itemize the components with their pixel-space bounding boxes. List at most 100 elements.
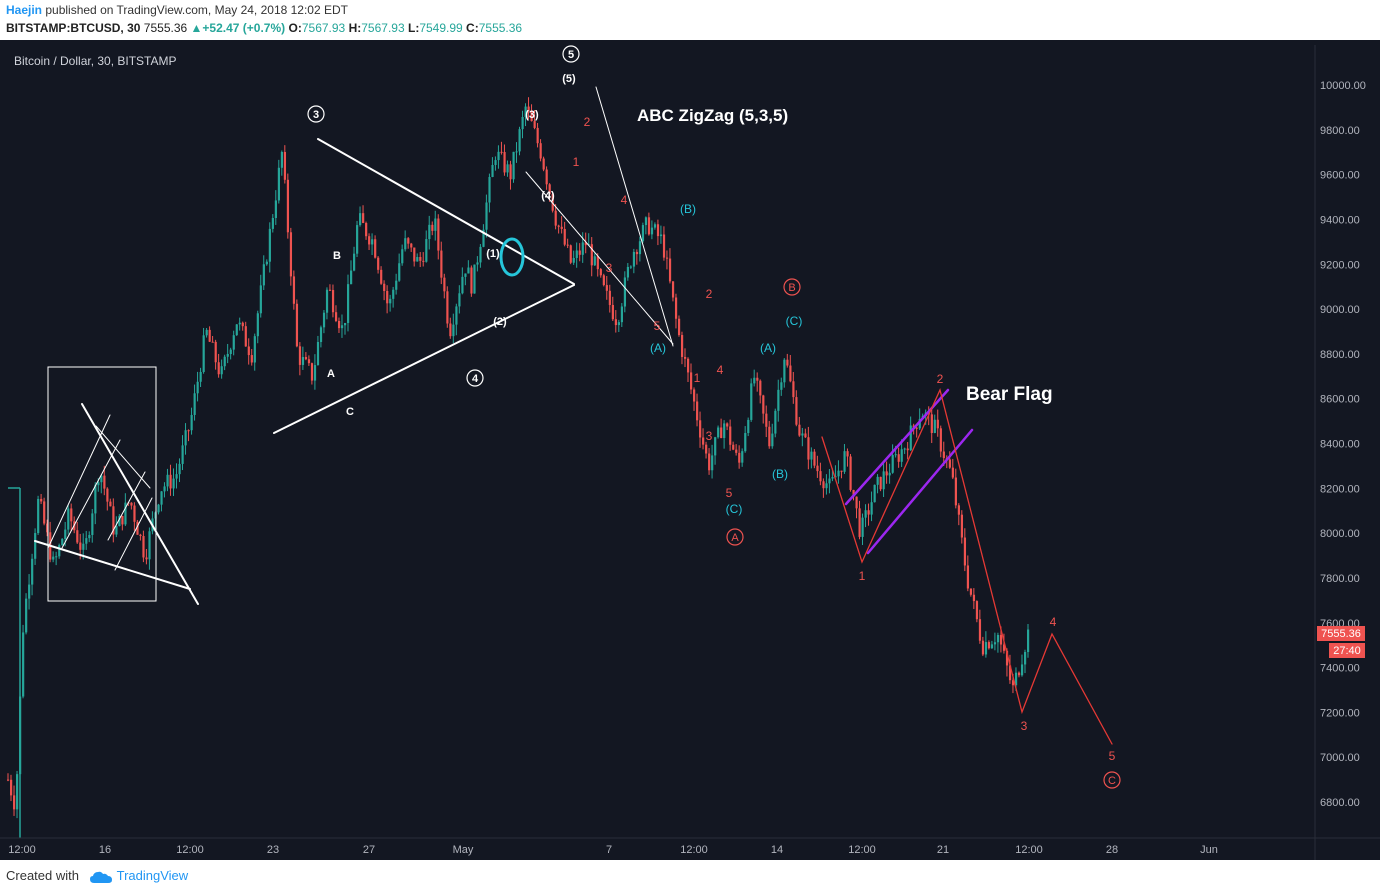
y-tick-label: 10000.00 [1320, 80, 1366, 92]
candle-body [876, 476, 879, 485]
candle-body [653, 224, 657, 228]
wave-label: B [333, 250, 341, 262]
candle-body [909, 425, 912, 451]
candle-body [545, 169, 548, 185]
candle-body [383, 283, 386, 291]
candle-body [301, 357, 305, 365]
y-tick-label: 8200.00 [1320, 483, 1360, 495]
wave-label-red: 4 [717, 363, 724, 377]
candle-body [500, 151, 503, 153]
candle-body [515, 151, 518, 153]
author-link[interactable]: Haejin [6, 3, 43, 17]
candle-body [217, 362, 220, 375]
candle-body [319, 327, 323, 342]
candle-body [533, 121, 536, 128]
wave-label-red: 5 [654, 319, 661, 333]
candle-body [356, 225, 359, 254]
wave-circle-label-red: A [731, 532, 739, 544]
candle-body [771, 433, 774, 447]
candle-body [476, 262, 479, 265]
candle-body [509, 164, 512, 180]
candle-body [957, 505, 960, 515]
candle-body [413, 247, 416, 262]
candle-body [13, 795, 16, 810]
x-tick-label: 12:00 [1015, 844, 1043, 856]
candle-body [981, 640, 985, 655]
candle-body [813, 451, 816, 466]
candle-body [452, 324, 455, 337]
wave-label-cyan: (C) [726, 502, 743, 516]
candle-body [482, 229, 485, 247]
wave-label-red: 4 [1050, 615, 1057, 629]
candle-body [626, 266, 630, 278]
y-tick-label: 8000.00 [1320, 528, 1360, 540]
candle-body [849, 456, 852, 490]
candle-body [762, 395, 765, 414]
candle-body [238, 322, 241, 325]
candle-body [885, 471, 888, 476]
candle-body [389, 298, 392, 304]
candle-body [726, 423, 729, 427]
candle-body [942, 451, 945, 458]
candle-body [247, 346, 250, 356]
wave-circle-marker-red [783, 278, 801, 296]
diagonal-upper-line [595, 86, 674, 347]
candle-body [867, 510, 870, 515]
candle-body [557, 225, 560, 227]
candle-body [548, 184, 551, 195]
wave-label-cyan: (C) [786, 314, 803, 328]
low-label: L: [407, 21, 420, 35]
candle-body [112, 506, 115, 535]
tradingview-brand[interactable]: TradingView [116, 868, 189, 883]
candle-body [987, 642, 991, 649]
candle-body [1008, 665, 1012, 681]
candle-body [286, 179, 290, 233]
candle-body [350, 270, 353, 285]
wave-circle-marker [562, 45, 580, 63]
candle-body [148, 531, 151, 560]
candle-body [975, 601, 979, 620]
candle-body [572, 257, 575, 263]
price-chart[interactable]: ABC ZigZag (5,3,5) Bear Flag 3 4 5 B A C (1) (2) (… [0, 40, 1380, 860]
candle-body [353, 253, 356, 271]
candle-body [590, 244, 593, 266]
candle-body [428, 224, 431, 240]
candle-body [434, 218, 437, 231]
candle-body [993, 642, 997, 645]
candle-body [109, 501, 112, 507]
wave-projection-path [821, 388, 1113, 745]
candle-body [208, 329, 211, 342]
candle-body [392, 289, 395, 299]
candle-body [202, 335, 205, 372]
candle-body [933, 419, 936, 433]
wedge-diag-line [81, 403, 199, 605]
candle-body [683, 356, 687, 359]
candle-body [280, 151, 284, 168]
candle-body [668, 258, 672, 282]
wedge-thin-line-4 [114, 497, 153, 571]
candle-body [103, 475, 106, 489]
candle-body [524, 106, 527, 117]
candle-body [295, 303, 299, 347]
candle-body [10, 779, 13, 796]
wave-label-red: 4 [621, 193, 628, 207]
candle-body [530, 110, 533, 122]
wave-label-red: 1 [573, 155, 580, 169]
candle-body [371, 239, 374, 245]
wave-label-red: 2 [706, 287, 713, 301]
candle-body [705, 444, 708, 454]
candle-body [608, 290, 611, 305]
candle-body [28, 584, 31, 599]
candle-body [566, 244, 569, 246]
wave-label: (5) [562, 73, 576, 85]
candle-body [999, 634, 1003, 645]
candle-body [121, 515, 124, 525]
candle-body [268, 228, 271, 262]
candle-body [984, 642, 988, 655]
candle-body [804, 433, 807, 438]
wedge-thin-line-5 [95, 425, 151, 489]
candle-body [846, 451, 849, 457]
candle-body [690, 372, 693, 390]
candle-body [328, 289, 332, 291]
candle-body [960, 514, 964, 538]
